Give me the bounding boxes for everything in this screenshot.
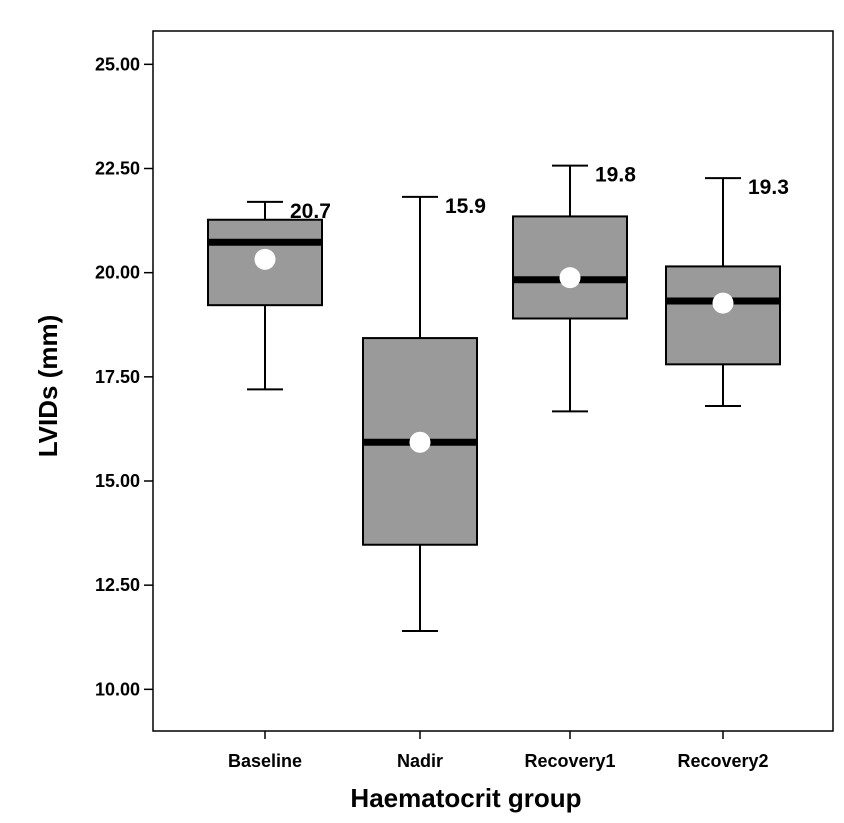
median-label: 15.9 (445, 195, 486, 218)
y-tick-label-2: 15.00 (95, 471, 140, 491)
x-tick-label-recovery2: Recovery2 (677, 751, 768, 771)
plot-border (152, 30, 834, 732)
x-tick-label-recovery1: Recovery1 (524, 751, 615, 771)
box-recovery2: 19.3 (665, 176, 789, 407)
iqr-box (665, 265, 781, 366)
y-tick-label-1: 12.50 (95, 575, 140, 595)
y-tick-label-6: 25.00 (95, 54, 140, 74)
plot-frame (152, 30, 834, 732)
boxes: 20.7 15.9 19.8 19.3 (207, 164, 789, 632)
y-tick-label-5: 22.50 (95, 159, 140, 179)
mean-marker (254, 248, 276, 270)
x-axis: Baseline Nadir Recovery1 Recovery2 (228, 731, 769, 771)
y-tick-label-3: 17.50 (95, 367, 140, 387)
y-axis-title: LVIDs (mm) (33, 315, 63, 458)
box-nadir: 15.9 (362, 195, 486, 632)
mean-marker (712, 292, 734, 314)
median-label: 19.3 (748, 176, 789, 199)
x-axis-title: Haematocrit group (350, 783, 581, 813)
mean-marker (559, 267, 581, 289)
box-recovery1: 19.8 (512, 164, 636, 413)
y-tick-label-0: 10.00 (95, 679, 140, 699)
median-label: 20.7 (290, 200, 331, 223)
x-tick-label-nadir: Nadir (397, 751, 443, 771)
median-label: 19.8 (595, 164, 636, 187)
mean-marker (409, 431, 431, 453)
y-tick-label-4: 20.00 (95, 263, 140, 283)
box-baseline: 20.7 (207, 200, 331, 391)
y-axis: 10.00 12.50 15.00 17.50 20.00 22.50 25.00 (95, 54, 153, 699)
x-tick-label-baseline: Baseline (228, 751, 302, 771)
